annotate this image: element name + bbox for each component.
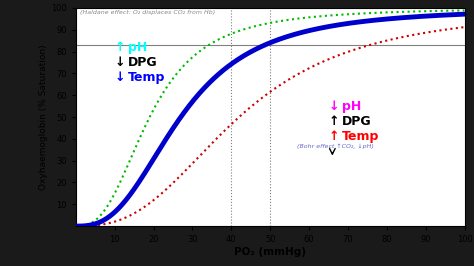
Text: Temp: Temp (342, 130, 380, 143)
Text: ↑: ↑ (115, 41, 125, 54)
Text: ↓: ↓ (115, 71, 125, 84)
Text: ↑: ↑ (328, 130, 339, 143)
Text: DPG: DPG (128, 56, 158, 69)
Y-axis label: Oxyhaemoglobin (% Saturation): Oxyhaemoglobin (% Saturation) (39, 44, 48, 190)
Text: DPG: DPG (342, 115, 372, 128)
Text: pH: pH (342, 100, 361, 113)
X-axis label: PO₂ (mmHg): PO₂ (mmHg) (234, 247, 306, 257)
Text: ↓: ↓ (115, 56, 125, 69)
Text: (Bohr effect ↑CO₂, ↓pH): (Bohr effect ↑CO₂, ↓pH) (297, 143, 374, 149)
Text: ↓: ↓ (328, 100, 339, 113)
Text: (Haldane effect: O₂ displaces CO₂ from Hb): (Haldane effect: O₂ displaces CO₂ from H… (80, 10, 215, 15)
Text: pH: pH (128, 41, 147, 54)
Text: ↑: ↑ (328, 115, 339, 128)
Text: Temp: Temp (128, 71, 166, 84)
